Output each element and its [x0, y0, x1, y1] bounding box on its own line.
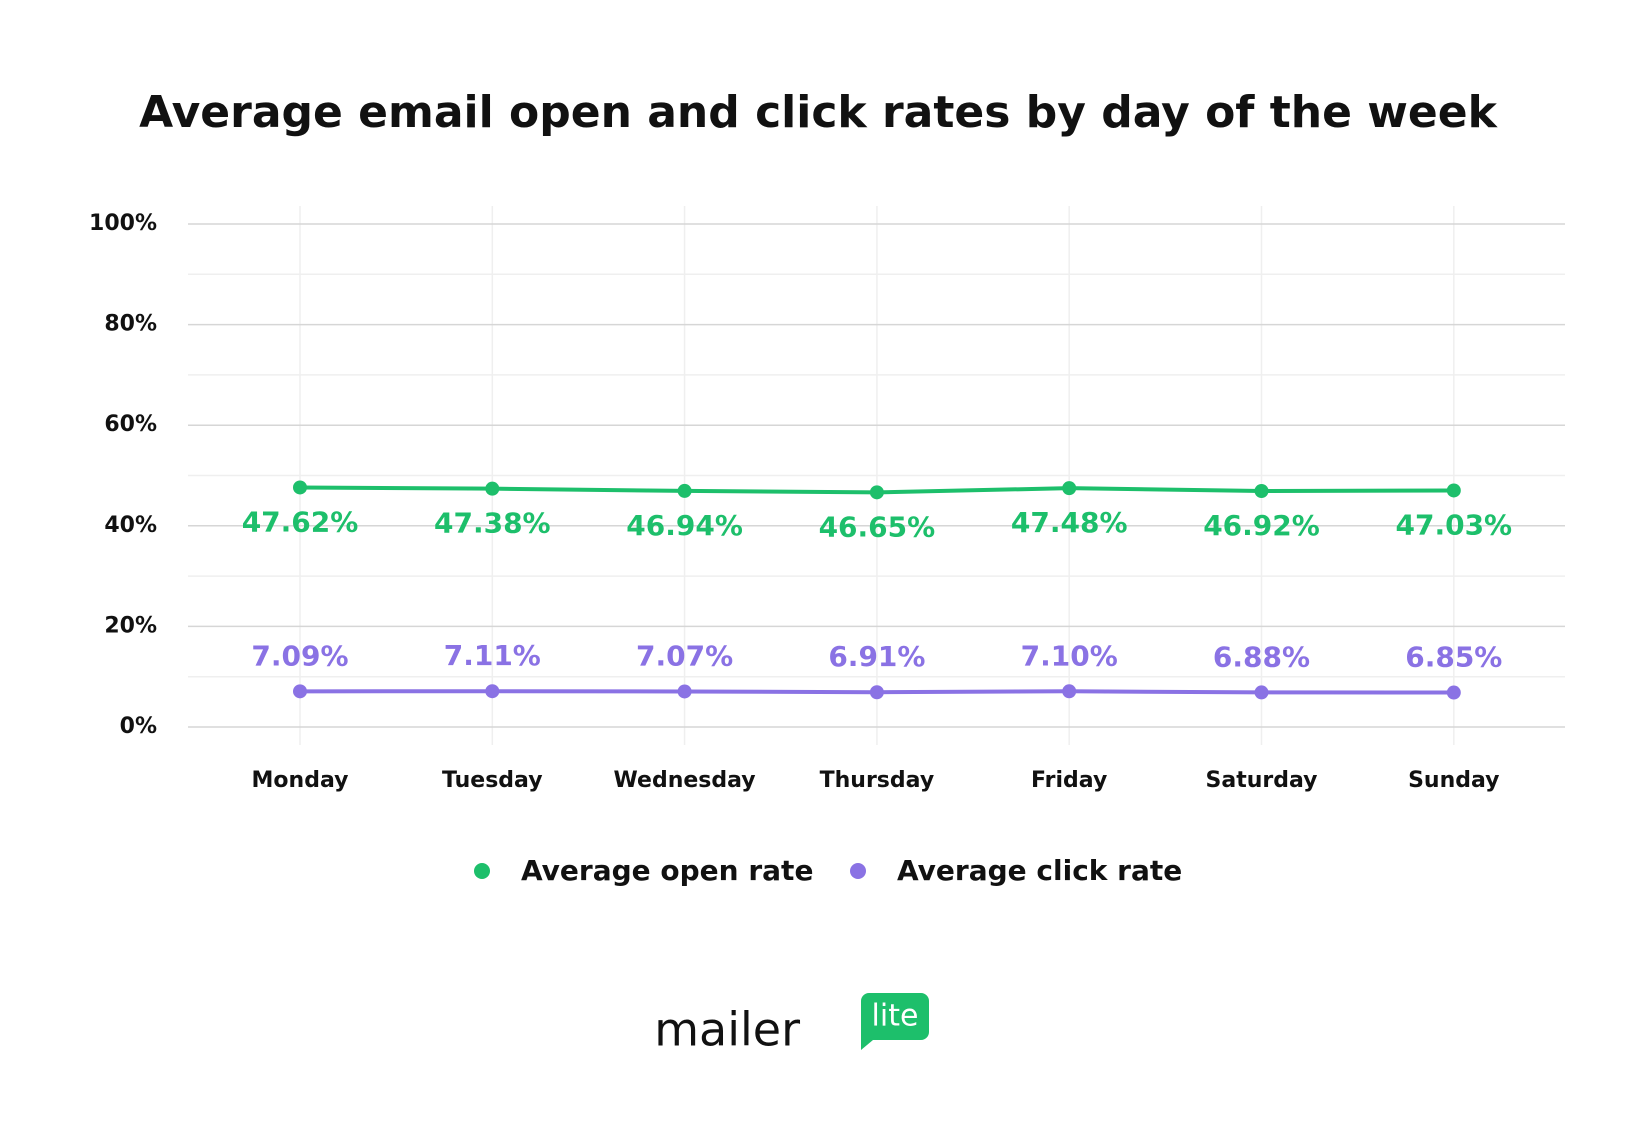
- legend-label: Average click rate: [897, 854, 1182, 887]
- data-point: [1062, 684, 1077, 699]
- data-point: [869, 685, 884, 700]
- data-point: [1446, 483, 1461, 498]
- x-tick-label: Thursday: [820, 768, 935, 793]
- x-tick-label: Friday: [1031, 768, 1107, 793]
- data-label: 47.62%: [242, 505, 359, 538]
- logo: mailer lite: [654, 993, 929, 1057]
- legend-label: Average open rate: [521, 854, 813, 887]
- data-point: [293, 480, 307, 495]
- data-point: [677, 684, 692, 699]
- data-point: [485, 481, 500, 496]
- data-label: 47.03%: [1395, 508, 1512, 541]
- y-tick-label: 20%: [104, 613, 157, 638]
- data-label: 6.91%: [828, 640, 925, 673]
- x-tick-label: Saturday: [1206, 768, 1318, 793]
- data-point: [1254, 483, 1269, 498]
- data-point: [485, 684, 500, 699]
- x-tick-label: Wednesday: [614, 768, 756, 793]
- data-label: 46.65%: [819, 510, 936, 543]
- data-label: 47.38%: [434, 507, 551, 540]
- data-label: 46.92%: [1203, 509, 1320, 542]
- data-label: 7.10%: [1021, 639, 1118, 672]
- chart-title: Average email open and click rates by da…: [139, 87, 1499, 138]
- logo-badge: [861, 993, 929, 1050]
- y-tick-label: 60%: [104, 412, 157, 437]
- data-label: 47.48%: [1011, 506, 1128, 539]
- data-label: 6.88%: [1213, 640, 1310, 673]
- logo-badge-text: lite: [872, 999, 919, 1034]
- y-tick-label: 80%: [104, 312, 157, 337]
- logo-text: mailer: [654, 1003, 800, 1057]
- legend-marker: [474, 863, 490, 879]
- data-label: 7.09%: [251, 639, 348, 672]
- data-label: 6.85%: [1405, 641, 1502, 674]
- data-point: [869, 485, 884, 500]
- legend-marker: [850, 863, 866, 879]
- data-point: [677, 483, 692, 498]
- data-label: 46.94%: [626, 509, 743, 542]
- data-label: 7.11%: [444, 639, 541, 672]
- data-label: 7.07%: [636, 639, 733, 672]
- x-tick-label: Tuesday: [442, 768, 543, 793]
- x-tick-label: Monday: [252, 768, 349, 793]
- y-tick-label: 0%: [120, 714, 157, 739]
- y-tick-label: 100%: [89, 211, 157, 236]
- y-tick-label: 40%: [104, 513, 157, 538]
- data-point: [1062, 481, 1077, 496]
- data-point: [1446, 685, 1461, 700]
- x-tick-label: Sunday: [1408, 768, 1499, 793]
- data-point: [293, 684, 307, 699]
- data-point: [1254, 685, 1269, 700]
